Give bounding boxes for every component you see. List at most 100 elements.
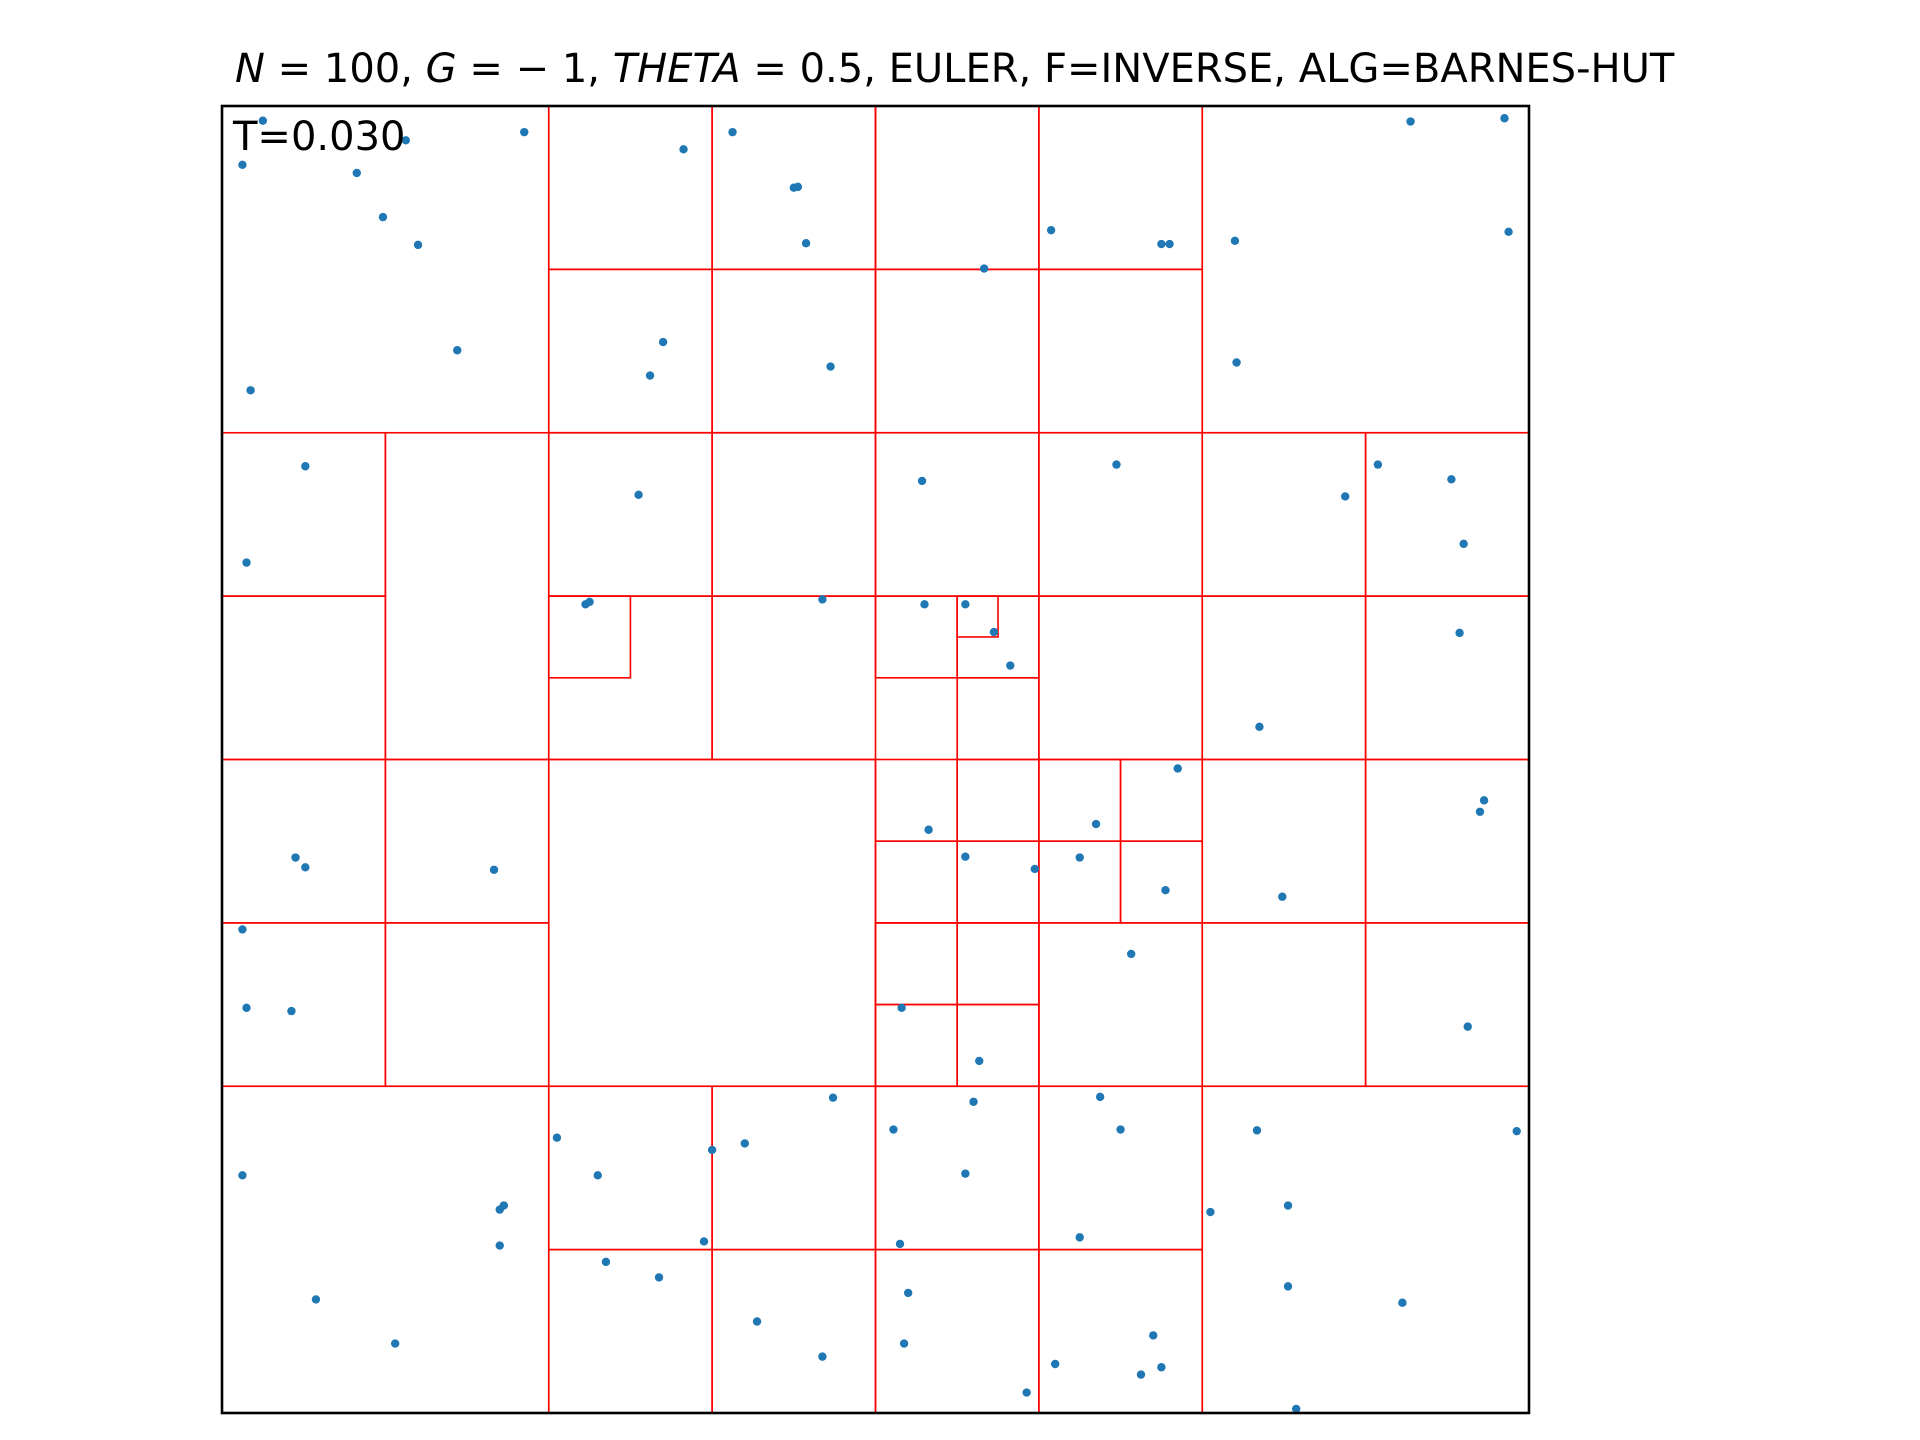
title-g-var: G — [426, 46, 457, 92]
particle-80 — [1283, 1201, 1293, 1210]
particle-38 — [920, 600, 929, 609]
particle-29 — [1112, 460, 1121, 469]
particle-78 — [495, 1205, 504, 1214]
particle-65 — [969, 1097, 978, 1106]
particle-94 — [390, 1339, 400, 1348]
quadtree-cell-15 — [547, 595, 632, 679]
particle-99 — [1022, 1388, 1031, 1397]
quadtree-cell-46 — [874, 922, 958, 1006]
quadtree-cell-5 — [711, 268, 877, 434]
particle-45 — [1479, 796, 1489, 805]
particle-73 — [707, 1145, 717, 1155]
quadtree-cell-30 — [384, 758, 550, 924]
particle-57 — [238, 925, 247, 934]
quadtree-cell-29 — [221, 758, 387, 924]
particle-89 — [1398, 1298, 1407, 1307]
particle-81 — [699, 1237, 709, 1246]
particles — [238, 114, 1521, 1414]
particle-82 — [895, 1239, 905, 1249]
quadtree-cell-22 — [956, 677, 1040, 761]
quadtree-cell-51 — [1364, 922, 1530, 1088]
particle-44 — [1173, 764, 1182, 773]
quadtree-cell-16 — [711, 431, 877, 597]
particle-79 — [1206, 1207, 1215, 1217]
particle-66 — [1095, 1092, 1105, 1102]
particle-71 — [552, 1133, 562, 1142]
quadtree-cell-25 — [1201, 431, 1367, 597]
particle-25 — [1504, 227, 1513, 236]
particle-60 — [1463, 1022, 1472, 1031]
quadtree-cell-27 — [1201, 595, 1367, 761]
particle-63 — [975, 1056, 984, 1066]
quadtree-cell-57 — [874, 1085, 1040, 1251]
particle-7 — [453, 346, 462, 355]
particle-36 — [585, 597, 594, 607]
particle-48 — [1091, 819, 1101, 829]
particle-42 — [1455, 628, 1464, 638]
quadtree-cell-58 — [874, 1248, 1040, 1414]
quadtree-cell-19 — [874, 595, 958, 679]
particle-75 — [593, 1171, 602, 1180]
quadtree-cell-26 — [1364, 431, 1530, 597]
particle-24 — [1500, 114, 1509, 123]
particle-13 — [801, 239, 811, 248]
quadtree-cell-60 — [1038, 1248, 1204, 1414]
quadtree-cell-61 — [1201, 1085, 1530, 1414]
quadtree-cell-12 — [384, 431, 550, 761]
particle-87 — [903, 1288, 913, 1298]
quadtree-cell-49 — [1038, 922, 1204, 1088]
quadtree-cell-17 — [711, 595, 877, 761]
quadtree-cell-2 — [547, 268, 713, 434]
particle-59 — [897, 1003, 906, 1013]
quadtree-cell-55 — [711, 1085, 877, 1251]
particle-6 — [378, 212, 388, 222]
particle-40 — [989, 627, 999, 637]
quadtree-cell-24 — [1038, 595, 1204, 761]
quadtree-cell-47 — [956, 1003, 1040, 1088]
title-theta-var: THETA — [613, 46, 741, 92]
particle-70 — [1512, 1126, 1521, 1136]
title-n-var: N — [235, 46, 265, 92]
particle-22 — [1232, 358, 1241, 367]
particle-50 — [1030, 864, 1039, 874]
particle-19 — [1165, 239, 1174, 249]
particle-46 — [1475, 807, 1485, 816]
quadtree-cell-41 — [1119, 840, 1204, 924]
particle-53 — [1278, 892, 1287, 901]
title-theta-rest: = 0.5, EULER, F=INVERSE, ALG=BARNES-HUT — [741, 46, 1675, 92]
particle-5 — [413, 240, 423, 250]
particle-37 — [818, 595, 827, 604]
particle-58 — [1126, 949, 1136, 959]
quadtree-cell-21 — [956, 595, 999, 638]
particle-10 — [728, 127, 737, 137]
particle-52 — [1161, 886, 1170, 895]
particle-90 — [311, 1295, 321, 1304]
quadtree-cell-45 — [874, 1003, 958, 1088]
particle-23 — [1406, 117, 1415, 126]
quadtree-cell-56 — [711, 1248, 877, 1414]
particle-92 — [1149, 1331, 1158, 1340]
particle-95 — [818, 1352, 827, 1361]
particle-51 — [1075, 853, 1084, 862]
particle-31 — [1373, 460, 1383, 469]
particle-0 — [258, 116, 268, 125]
quadtree-cell-50 — [1201, 922, 1367, 1088]
quadtree-cell-7 — [874, 105, 1040, 271]
particle-2 — [401, 136, 410, 145]
quadtree-cell-23 — [1038, 431, 1204, 597]
particle-16 — [826, 362, 835, 371]
quadtree-cell-28 — [1364, 595, 1530, 761]
particle-76 — [238, 1171, 247, 1180]
particle-86 — [654, 1273, 664, 1282]
particle-84 — [495, 1241, 504, 1250]
quadtree-cell-18 — [874, 431, 1040, 597]
particle-64 — [828, 1093, 838, 1102]
particle-14 — [658, 337, 668, 347]
quadtree-cell-48 — [956, 922, 1040, 1006]
particle-68 — [1116, 1125, 1125, 1134]
particle-4 — [520, 127, 529, 137]
particle-56 — [489, 865, 499, 874]
quadtree-cell-6 — [547, 105, 713, 271]
quadtree-cell-36 — [874, 840, 958, 924]
